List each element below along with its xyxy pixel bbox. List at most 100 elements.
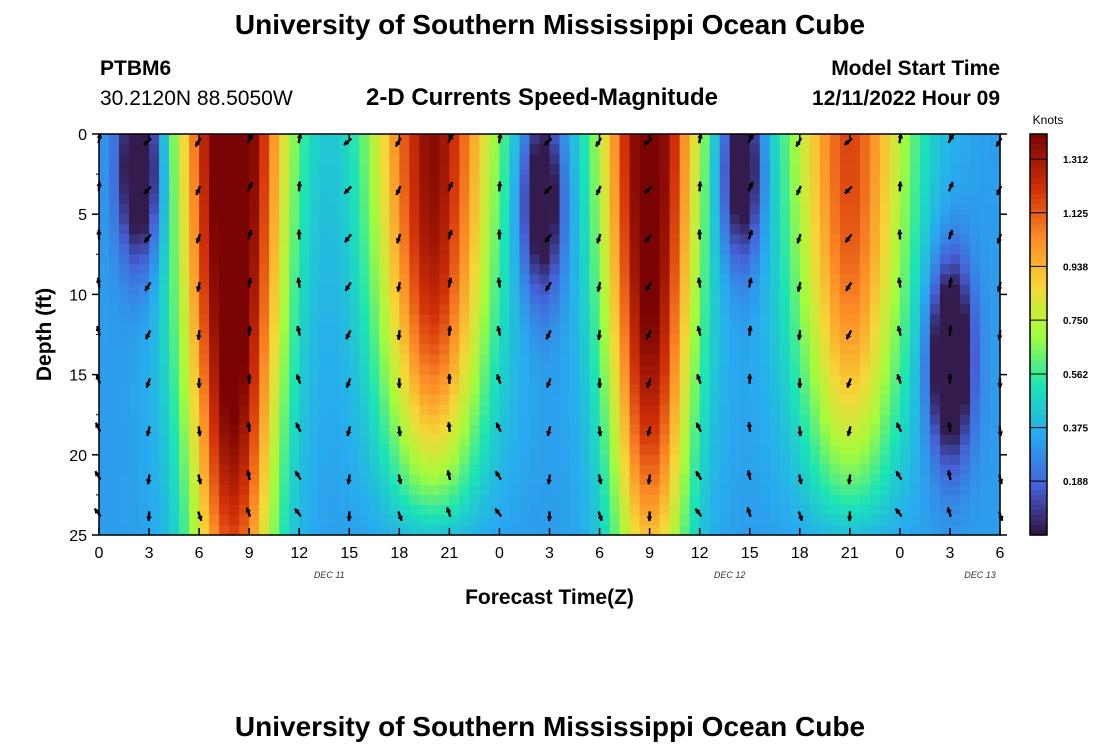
heatmap-cell	[229, 264, 240, 275]
heatmap-cell	[919, 374, 931, 386]
heatmap-cell	[469, 174, 481, 185]
heatmap-cell	[629, 504, 641, 516]
heatmap-cell	[579, 314, 591, 326]
heatmap-cell	[809, 214, 821, 225]
heatmap-cell	[229, 424, 240, 436]
heatmap-cell	[399, 514, 410, 526]
heatmap-cell	[809, 134, 821, 145]
heatmap-cell	[749, 434, 761, 446]
heatmap-cell	[449, 174, 460, 185]
heatmap-cell	[179, 424, 190, 436]
heatmap-cell	[99, 254, 110, 265]
heatmap-cell	[879, 524, 891, 536]
heatmap-cell	[769, 274, 781, 285]
heatmap-cell	[359, 264, 370, 275]
heatmap-cell	[799, 164, 811, 175]
heatmap-cell	[459, 364, 471, 376]
heatmap-cell	[629, 314, 641, 326]
heatmap-cell	[629, 144, 641, 155]
heatmap-cell	[439, 144, 450, 155]
heatmap-cell	[829, 324, 841, 336]
heatmap-cell	[109, 144, 120, 155]
heatmap-cell	[649, 164, 661, 175]
heatmap-cell	[529, 394, 541, 406]
heatmap-cell	[129, 474, 140, 486]
heatmap-cell	[439, 214, 450, 225]
heatmap-cell	[349, 254, 360, 265]
heatmap-cell	[559, 214, 571, 225]
heatmap-cell	[329, 194, 340, 205]
heatmap-cell	[519, 344, 531, 356]
heatmap-cell	[159, 204, 170, 215]
heatmap-cell	[619, 474, 631, 486]
heatmap-cell	[569, 214, 581, 225]
heatmap-cell	[969, 154, 981, 165]
heatmap-cell	[399, 174, 410, 185]
current-arrow-head	[797, 515, 804, 522]
heatmap-cell	[489, 284, 501, 296]
heatmap-cell	[459, 254, 471, 265]
heatmap-cell	[499, 194, 511, 205]
colorbar-segment	[1030, 414, 1047, 421]
heatmap-cell	[899, 364, 911, 376]
heatmap-cell	[289, 454, 300, 466]
heatmap-cell	[189, 354, 200, 366]
heatmap-cell	[149, 184, 160, 195]
current-arrow-head	[447, 229, 453, 236]
heatmap-cell	[339, 224, 350, 235]
heatmap-cell	[849, 134, 861, 145]
heatmap-cell	[509, 334, 521, 346]
current-arrow-head	[597, 478, 603, 485]
heatmap-cell	[99, 414, 110, 426]
heatmap-cell	[129, 424, 140, 436]
heatmap-cell	[429, 234, 440, 245]
heatmap-cell	[259, 484, 270, 496]
heatmap-cell	[899, 154, 911, 165]
heatmap-cell	[449, 484, 460, 496]
heatmap-cell	[309, 304, 320, 316]
heatmap-cell	[719, 324, 731, 336]
heatmap-cell	[669, 454, 681, 466]
heatmap-cell	[199, 454, 210, 466]
heatmap-cell	[419, 214, 430, 225]
heatmap-cell	[709, 374, 721, 386]
heatmap-cell	[929, 284, 941, 296]
heatmap-cell	[639, 144, 651, 155]
heatmap-cell	[629, 154, 641, 165]
colorbar-segment	[1030, 379, 1047, 386]
heatmap-cell	[809, 334, 821, 346]
heatmap-cell	[949, 514, 961, 526]
heatmap-cell	[289, 504, 300, 516]
heatmap-cell	[389, 154, 400, 165]
heatmap-cell	[679, 474, 691, 486]
heatmap-cell	[309, 454, 320, 466]
current-arrow-head	[796, 238, 802, 244]
heatmap-cell	[539, 334, 551, 346]
heatmap-cell	[939, 134, 951, 145]
heatmap-cell	[809, 394, 821, 406]
heatmap-cell	[539, 504, 551, 516]
current-arrow-head	[695, 470, 701, 477]
current-arrow-head	[245, 507, 252, 513]
heatmap-cell	[449, 194, 460, 205]
heatmap-cell	[649, 144, 661, 155]
heatmap-cell	[529, 254, 541, 265]
heatmap-cell	[319, 324, 330, 336]
heatmap-cell	[149, 244, 160, 255]
heatmap-cell	[639, 404, 651, 416]
heatmap-cell	[369, 334, 380, 346]
heatmap-cell	[949, 264, 961, 275]
heatmap-cell	[579, 474, 591, 486]
heatmap-cell	[179, 354, 190, 366]
heatmap-cell	[209, 404, 220, 416]
heatmap-cell	[299, 374, 310, 386]
x-tick-label: 3	[545, 545, 554, 562]
heatmap-cell	[149, 354, 160, 366]
heatmap-cell	[969, 324, 981, 336]
heatmap-cell	[639, 494, 651, 506]
heatmap-cell	[719, 184, 731, 195]
heatmap-cell	[649, 174, 661, 185]
current-arrow-head	[646, 333, 652, 340]
heatmap-cell	[229, 524, 240, 536]
heatmap-cell	[189, 294, 200, 306]
